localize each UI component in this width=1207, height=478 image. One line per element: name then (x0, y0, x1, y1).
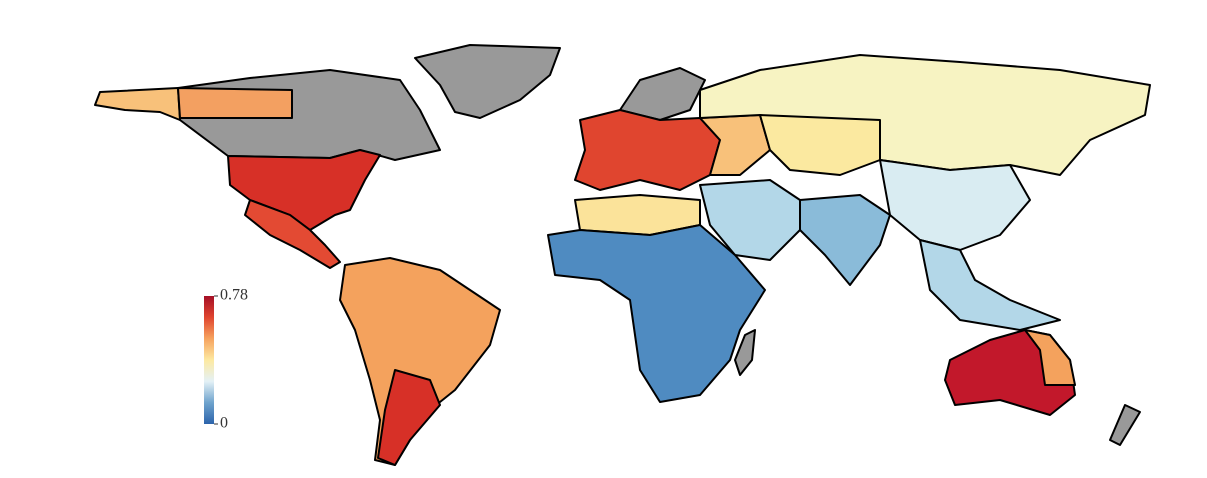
yukon (177, 87, 293, 119)
usa (227, 149, 381, 231)
east-australia (1024, 329, 1076, 386)
patagonia (377, 369, 441, 466)
madagascar (734, 329, 756, 376)
central-asia (759, 114, 881, 176)
colorbar-tick-label: 0 (220, 415, 228, 432)
middle-east (699, 179, 801, 261)
greenland (414, 44, 561, 119)
south-asia (799, 194, 891, 286)
mexico (244, 199, 341, 269)
land-regions (94, 44, 1151, 466)
colorbar (204, 296, 214, 424)
southeast-asia (919, 239, 1061, 331)
alaska (94, 87, 181, 121)
colorbar-tick-label: 0.78 (220, 287, 248, 304)
colorbar-ticks: 00.78 (214, 287, 248, 432)
europe (574, 109, 721, 191)
east-asia (879, 159, 1031, 251)
new-zealand (1109, 404, 1141, 446)
south-america (339, 257, 501, 466)
africa (547, 224, 766, 403)
